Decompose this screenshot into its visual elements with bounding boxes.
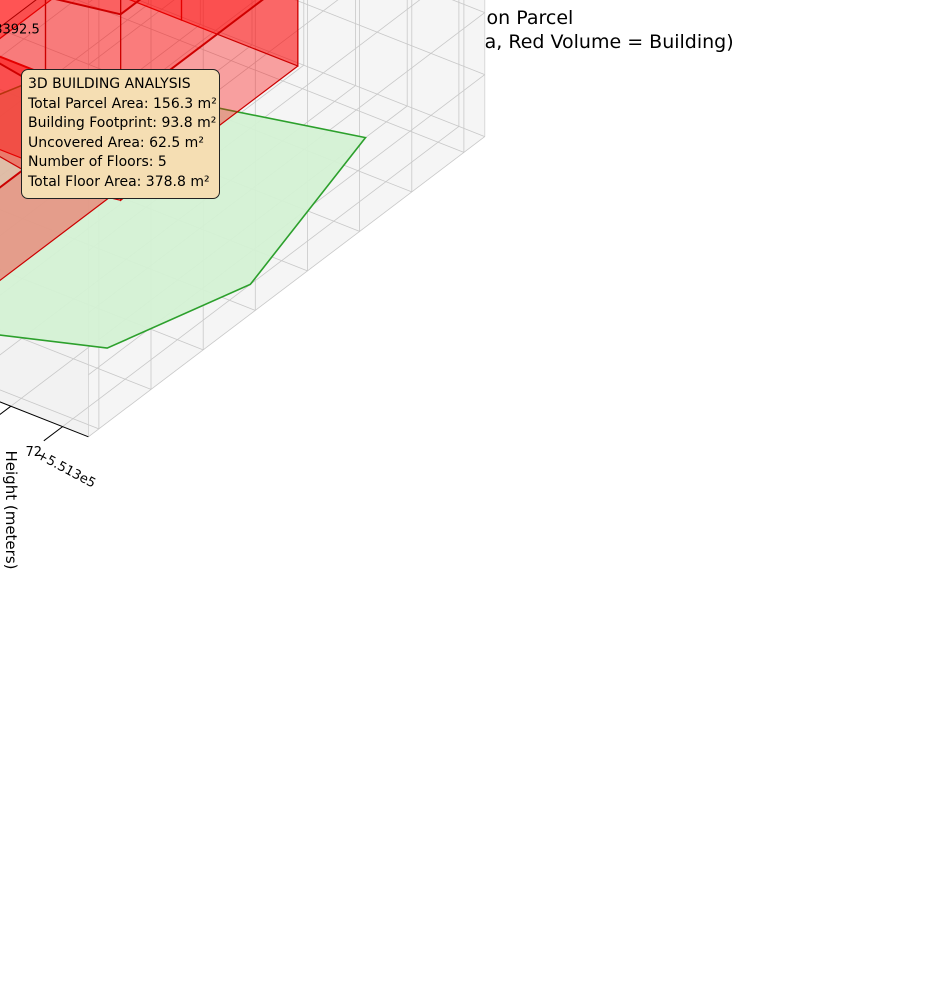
y-tick-label: 72 bbox=[26, 445, 43, 460]
grid-line-y bbox=[62, 126, 460, 427]
building-wall bbox=[0, 0, 52, 40]
info-uncovered-area: Uncovered Area: 62.5 m² bbox=[28, 134, 204, 151]
building-wall bbox=[180, 0, 299, 67]
z-axis-title: Height (meters) bbox=[2, 451, 20, 570]
x-tick-label: 193392.5 bbox=[0, 23, 40, 38]
grid-line-x bbox=[0, 329, 152, 390]
grid-line-z bbox=[88, 0, 175, 66]
grid-line-y bbox=[0, 0, 76, 58]
info-floor-count: Number of Floors: 5 bbox=[28, 154, 167, 170]
grid-line-z bbox=[294, 0, 485, 75]
x-axis-line bbox=[0, 0, 37, 28]
building-wall bbox=[56, 0, 122, 16]
y-tick-mark bbox=[0, 405, 12, 416]
info-total-floor-area: Total Floor Area: 378.8 m² bbox=[28, 173, 210, 190]
info-parcel-area: Total Parcel Area: 156.3 m² bbox=[28, 95, 217, 112]
building-wall bbox=[119, 0, 141, 16]
building-wall bbox=[0, 0, 47, 91]
grid-line-x bbox=[76, 0, 465, 153]
grid-line-y bbox=[0, 3, 149, 118]
grid-line-x bbox=[0, 389, 100, 430]
y-axis-line bbox=[0, 401, 89, 438]
y-tick-mark bbox=[43, 426, 63, 442]
info-heading: 3D BUILDING ANALYSIS bbox=[28, 76, 191, 92]
info-building-footprint: Building Footprint: 93.8 m² bbox=[28, 115, 217, 131]
analysis-info-box: 3D BUILDING ANALYSIS Total Parcel Area: … bbox=[21, 69, 220, 199]
y-offset-label: +5.513e5 bbox=[34, 448, 98, 491]
building-wall bbox=[128, 0, 183, 21]
building-floor bbox=[56, 0, 141, 16]
grid-line-z bbox=[88, 136, 486, 438]
